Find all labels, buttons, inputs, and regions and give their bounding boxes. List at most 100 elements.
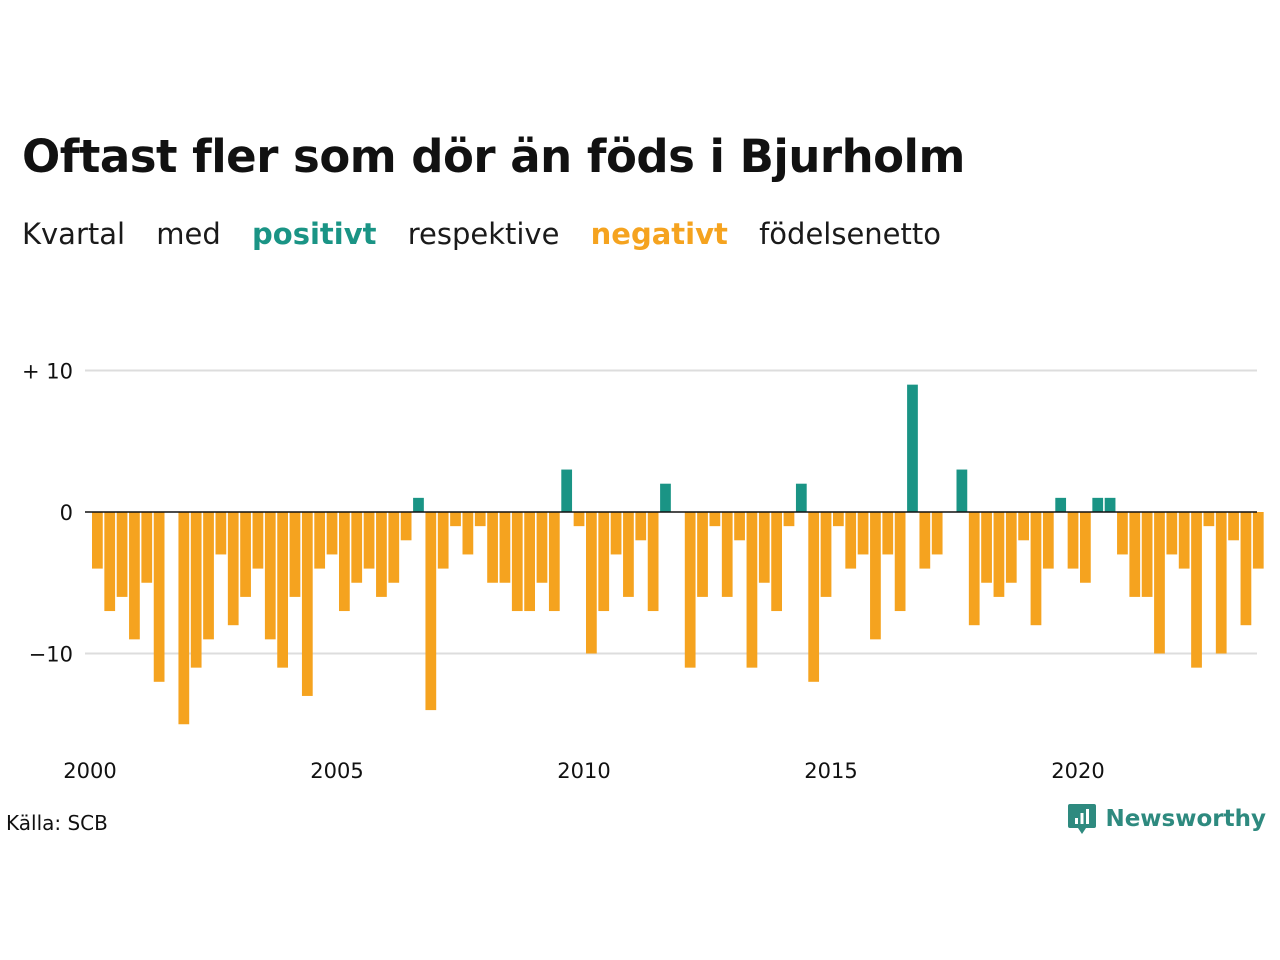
- bar: [400, 512, 412, 541]
- bar: [499, 512, 511, 583]
- bar: [92, 512, 103, 569]
- subtitle-word: Kvartal: [22, 217, 126, 251]
- bar: [339, 512, 350, 612]
- bar: [820, 512, 832, 597]
- bar: [931, 512, 943, 555]
- bar: [190, 512, 202, 668]
- x-tick-label: 2000: [63, 759, 116, 783]
- bar: [623, 512, 634, 597]
- subtitle-word: respektive: [407, 217, 560, 251]
- bar: [734, 512, 745, 541]
- bar: [981, 512, 992, 583]
- bar: [956, 469, 968, 512]
- bar: [178, 512, 190, 725]
- bar: [919, 512, 931, 569]
- bar: [1252, 512, 1264, 569]
- bar: [894, 512, 906, 612]
- bar: [1092, 497, 1104, 512]
- bar: [993, 512, 1005, 597]
- bar: [598, 512, 610, 612]
- subtitle-word: med: [156, 217, 221, 251]
- bar: [783, 512, 795, 527]
- bar: [968, 512, 980, 626]
- bar: [1215, 512, 1227, 654]
- bar: [240, 512, 251, 597]
- brand-name: Newsworthy: [1105, 806, 1266, 832]
- bar: [709, 512, 721, 527]
- chart-subtitle: Kvartal med positivt respektive negativt…: [22, 217, 963, 251]
- bar: [1080, 512, 1091, 583]
- bar: [289, 512, 301, 597]
- bar: [264, 512, 276, 640]
- brand-logo[interactable]: Newsworthy: [1067, 802, 1266, 836]
- bar: [215, 512, 227, 555]
- subtitle-negative-word: negativt: [590, 217, 728, 251]
- bar: [153, 512, 165, 682]
- bar: [771, 512, 782, 612]
- bar: [462, 512, 474, 555]
- bar: [536, 512, 548, 583]
- bar: [857, 512, 869, 555]
- bar: [1203, 512, 1215, 527]
- bar: [561, 469, 573, 512]
- bar: [116, 512, 128, 597]
- bar: [326, 512, 338, 555]
- bar: [870, 512, 881, 640]
- bar: [1129, 512, 1141, 597]
- bar: [511, 512, 523, 612]
- bar: [586, 512, 597, 654]
- bar: [1067, 512, 1079, 569]
- bar: [1055, 497, 1067, 512]
- x-tick-label: 2005: [310, 759, 363, 783]
- bar: [141, 512, 153, 583]
- bar: [647, 512, 659, 612]
- bar: [203, 512, 214, 640]
- bar: [808, 512, 820, 682]
- bar: [425, 512, 437, 711]
- bar: [573, 512, 585, 527]
- bar: [104, 512, 116, 612]
- subtitle-word: födelsenetto: [759, 217, 941, 251]
- bar: [833, 512, 844, 527]
- bar: [376, 512, 387, 597]
- y-tick-label: −10: [29, 643, 73, 667]
- bar: [548, 512, 560, 612]
- bar: [1018, 512, 1029, 541]
- bar: [1228, 512, 1239, 541]
- bar: [635, 512, 647, 541]
- axes: + 10 0 −10 2000 2005 2010 2015 2020: [22, 360, 1257, 783]
- y-tick-label: 0: [60, 501, 73, 525]
- bar: [795, 483, 807, 512]
- bar: [1141, 512, 1153, 597]
- bar: [1042, 512, 1054, 569]
- bar: [1191, 512, 1202, 668]
- bar: [363, 512, 375, 569]
- subtitle-positive-word: positivt: [252, 217, 377, 251]
- bar: [1117, 512, 1128, 555]
- bar: [487, 512, 498, 583]
- bar: [1005, 512, 1017, 583]
- bar: [610, 512, 622, 555]
- bar: [660, 483, 671, 512]
- bar: [697, 512, 708, 597]
- bar: [684, 512, 696, 668]
- bar: [845, 512, 857, 569]
- y-tick-label: + 10: [22, 360, 73, 384]
- bar: [721, 512, 733, 597]
- bar: [277, 512, 288, 668]
- x-tick-label: 2015: [804, 759, 857, 783]
- bar: [437, 512, 449, 569]
- bar: [758, 512, 770, 583]
- bar: [1178, 512, 1190, 569]
- chart-title: Oftast fler som dör än föds i Bjurholm: [22, 130, 965, 183]
- source-note: Källa: SCB: [6, 811, 108, 835]
- bar: [351, 512, 363, 583]
- x-tick-label: 2010: [557, 759, 610, 783]
- bar: [1104, 497, 1116, 512]
- bar: [524, 512, 535, 612]
- bar: [907, 384, 918, 512]
- bar: [252, 512, 264, 569]
- bar: [746, 512, 758, 668]
- bar: [301, 512, 313, 696]
- bar: [1030, 512, 1042, 626]
